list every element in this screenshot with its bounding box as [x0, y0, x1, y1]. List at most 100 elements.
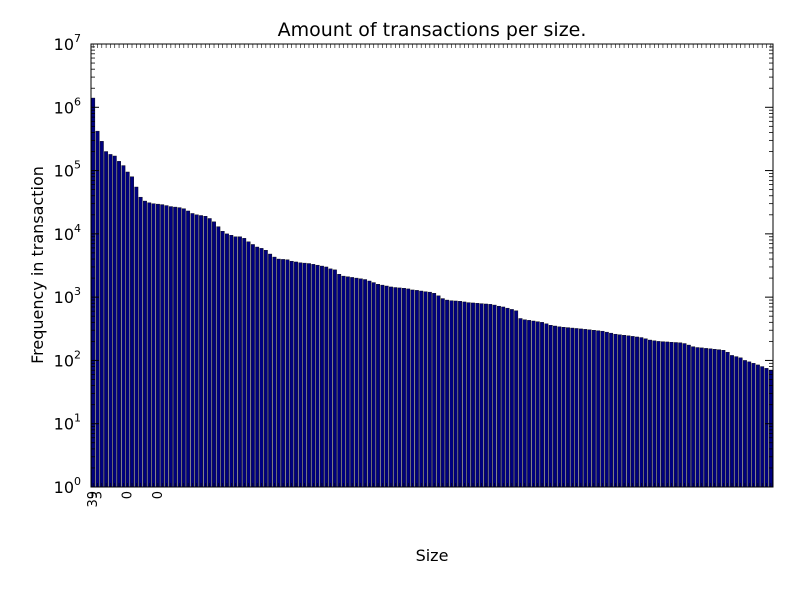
bar	[540, 322, 544, 488]
bar	[600, 330, 605, 488]
bar	[311, 264, 316, 488]
bar	[414, 290, 419, 488]
bar	[518, 318, 523, 488]
bar	[358, 278, 363, 488]
bar	[617, 334, 622, 488]
bar	[233, 236, 238, 488]
bar	[289, 260, 294, 488]
bar	[281, 259, 286, 488]
bar	[587, 329, 592, 488]
y-tick-label: 100	[54, 475, 81, 497]
bar	[99, 141, 104, 488]
bar	[423, 291, 428, 488]
x-axis-ticks: 393 0 0	[86, 44, 772, 508]
bar	[755, 364, 760, 488]
bar	[272, 256, 277, 488]
chart-title: Amount of transactions per size.	[278, 19, 587, 41]
bar	[298, 262, 303, 488]
bar	[561, 327, 566, 488]
bar	[138, 196, 143, 488]
bar	[730, 355, 734, 488]
bar	[665, 341, 670, 488]
bar	[104, 151, 109, 488]
bar	[160, 204, 165, 488]
bar	[376, 284, 380, 488]
bar	[734, 356, 739, 488]
bar	[747, 361, 752, 488]
y-tick-label: 107	[54, 32, 81, 54]
bar	[648, 339, 652, 488]
bar	[574, 328, 579, 488]
bar	[453, 300, 458, 488]
y-tick-label: 103	[54, 285, 81, 307]
bar	[268, 253, 273, 488]
bar	[496, 305, 501, 488]
bar	[220, 231, 225, 488]
bar	[479, 303, 484, 488]
bar	[484, 303, 488, 488]
bar	[332, 269, 337, 488]
bar	[255, 246, 260, 488]
bar	[237, 236, 242, 488]
bar	[738, 357, 743, 488]
bar	[393, 287, 398, 488]
bar	[216, 226, 221, 488]
bar	[263, 250, 268, 488]
bar	[181, 208, 186, 488]
bar	[294, 261, 298, 488]
bar	[164, 205, 169, 488]
bar	[354, 277, 359, 488]
bar	[583, 329, 588, 488]
bar	[466, 302, 471, 488]
bar	[570, 327, 575, 488]
bar	[242, 238, 247, 488]
bar	[389, 286, 393, 488]
bar	[553, 325, 557, 488]
x-tick-label: 0	[121, 491, 136, 499]
bar	[548, 325, 553, 488]
y-tick-label: 102	[54, 348, 81, 370]
bar	[117, 161, 121, 488]
y-tick-label: 104	[54, 222, 81, 244]
bar	[125, 171, 130, 488]
bar	[699, 347, 704, 488]
bar	[643, 338, 648, 488]
bar	[384, 285, 389, 488]
bar	[760, 366, 765, 488]
bar	[725, 351, 730, 488]
y-tick-label: 101	[54, 412, 81, 434]
bar	[682, 343, 687, 488]
bar	[717, 349, 721, 488]
bar	[250, 244, 255, 488]
bar	[194, 214, 199, 488]
bar	[566, 327, 570, 488]
bar	[704, 348, 709, 488]
bar	[445, 299, 450, 488]
bar	[371, 282, 376, 488]
bar	[596, 330, 601, 488]
bar	[514, 310, 519, 488]
bar	[406, 288, 411, 488]
bar	[622, 335, 627, 488]
bar	[225, 233, 229, 488]
bar	[557, 326, 562, 488]
bar	[173, 206, 178, 488]
bar	[652, 340, 657, 488]
bar	[112, 155, 117, 488]
bar	[130, 176, 134, 488]
bar	[613, 333, 618, 488]
bar	[341, 275, 346, 488]
bar	[397, 287, 402, 488]
bar	[609, 332, 614, 488]
bar	[721, 350, 726, 488]
bar	[669, 342, 674, 488]
bar	[285, 259, 290, 488]
bar	[315, 264, 320, 488]
bar	[337, 274, 342, 488]
bar	[522, 319, 527, 488]
bar	[471, 302, 475, 488]
bar	[95, 130, 100, 488]
bar	[505, 307, 510, 488]
bar	[177, 207, 182, 488]
